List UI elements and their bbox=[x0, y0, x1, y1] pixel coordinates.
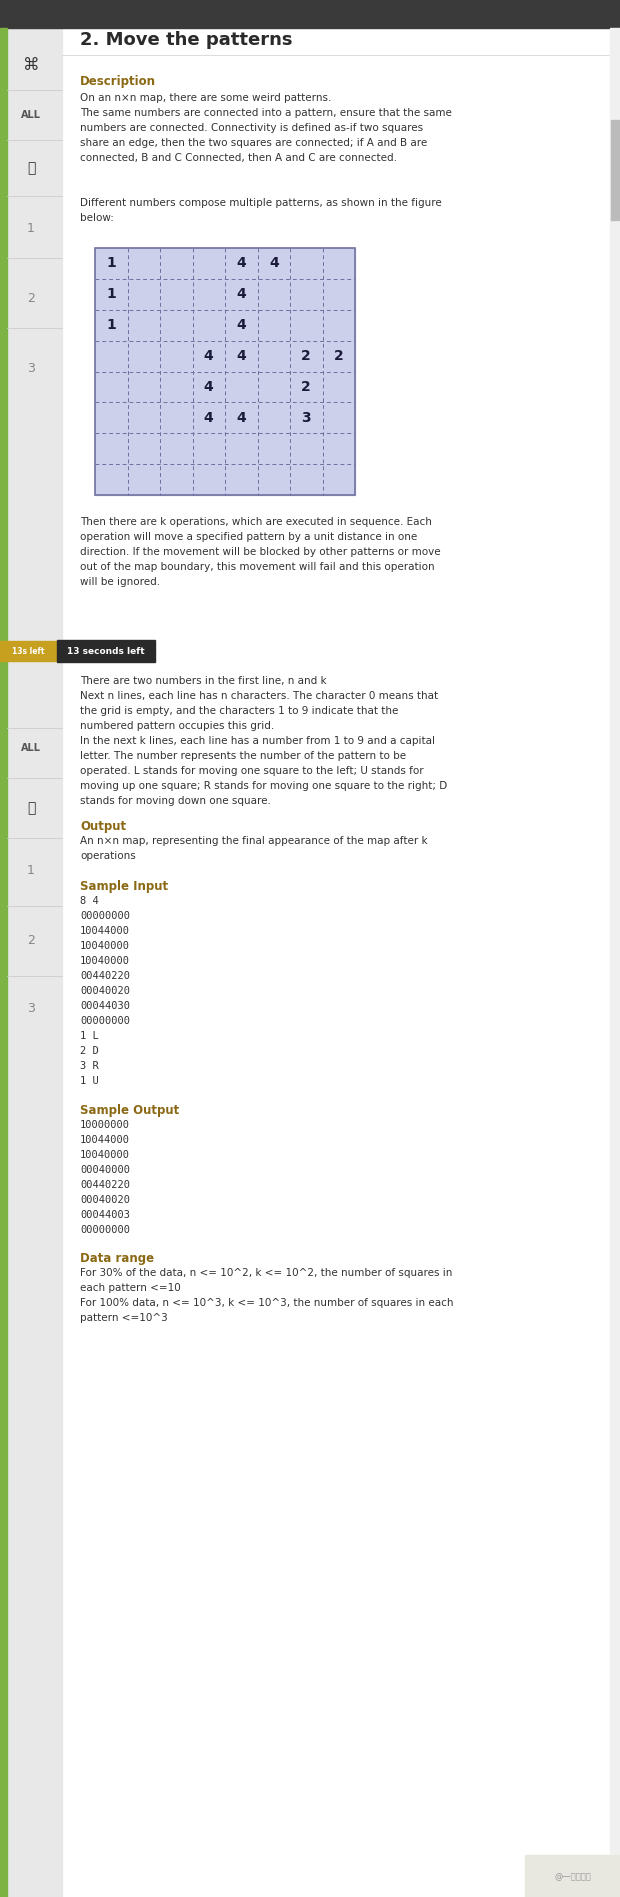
Text: 2: 2 bbox=[27, 933, 35, 947]
Text: 00040020: 00040020 bbox=[80, 1195, 130, 1205]
Text: On an n×n map, there are some weird patterns.: On an n×n map, there are some weird patt… bbox=[80, 93, 331, 102]
Text: 4: 4 bbox=[204, 379, 214, 395]
Text: 1 L: 1 L bbox=[80, 1030, 99, 1041]
Text: 13 seconds left: 13 seconds left bbox=[67, 647, 145, 656]
Text: 1: 1 bbox=[27, 863, 35, 876]
Text: each pattern <=10: each pattern <=10 bbox=[80, 1282, 181, 1294]
Text: numbers are connected. Connectivity is defined as-if two squares: numbers are connected. Connectivity is d… bbox=[80, 123, 423, 133]
Text: 4: 4 bbox=[269, 256, 278, 271]
Text: pattern <=10^3: pattern <=10^3 bbox=[80, 1313, 168, 1322]
Text: moving up one square; R stands for moving one square to the right; D: moving up one square; R stands for movin… bbox=[80, 782, 447, 791]
Text: direction. If the movement will be blocked by other patterns or move: direction. If the movement will be block… bbox=[80, 546, 441, 558]
Text: 1: 1 bbox=[107, 319, 116, 332]
Text: Output: Output bbox=[80, 820, 126, 833]
Text: share an edge, then the two squares are connected; if A and B are: share an edge, then the two squares are … bbox=[80, 138, 427, 148]
Bar bbox=[57, 639, 155, 662]
Text: 10044000: 10044000 bbox=[80, 1134, 130, 1146]
Text: 00044030: 00044030 bbox=[80, 1002, 130, 1011]
Text: 4: 4 bbox=[204, 412, 214, 425]
Text: For 30% of the data, n <= 10^2, k <= 10^2, the number of squares in: For 30% of the data, n <= 10^2, k <= 10^… bbox=[80, 1267, 453, 1279]
Text: 3 R: 3 R bbox=[80, 1060, 99, 1072]
Text: 8 4: 8 4 bbox=[80, 895, 99, 907]
Text: operation will move a specified pattern by a unit distance in one: operation will move a specified pattern … bbox=[80, 531, 417, 543]
Text: 10044000: 10044000 bbox=[80, 926, 130, 935]
Bar bbox=[611, 120, 619, 220]
Text: the grid is empty, and the characters 1 to 9 indicate that the: the grid is empty, and the characters 1 … bbox=[80, 706, 399, 715]
Text: 1 U: 1 U bbox=[80, 1076, 99, 1085]
Bar bbox=[610, 28, 620, 1897]
Text: Input: Input bbox=[80, 641, 111, 653]
Text: stands for moving down one square.: stands for moving down one square. bbox=[80, 797, 271, 806]
Text: 00440220: 00440220 bbox=[80, 1180, 130, 1189]
Text: Sample Output: Sample Output bbox=[80, 1104, 179, 1117]
Text: Next n lines, each line has n characters. The character 0 means that: Next n lines, each line has n characters… bbox=[80, 691, 438, 702]
Text: 3: 3 bbox=[27, 1002, 35, 1015]
Text: 00000000: 00000000 bbox=[80, 1225, 130, 1235]
Text: 4: 4 bbox=[236, 319, 246, 332]
Text: ⓘ: ⓘ bbox=[27, 801, 35, 816]
Text: 10000000: 10000000 bbox=[80, 1119, 130, 1131]
Text: ALL: ALL bbox=[21, 744, 41, 753]
Text: Then there are k operations, which are executed in sequence. Each: Then there are k operations, which are e… bbox=[80, 518, 432, 527]
Text: 4: 4 bbox=[236, 349, 246, 362]
Text: connected, B and C Connected, then A and C are connected.: connected, B and C Connected, then A and… bbox=[80, 154, 397, 163]
Text: letter. The number represents the number of the pattern to be: letter. The number represents the number… bbox=[80, 751, 406, 761]
Text: 10040000: 10040000 bbox=[80, 941, 130, 950]
Text: 1: 1 bbox=[107, 286, 116, 302]
Bar bbox=[0, 0, 620, 28]
Text: 00000000: 00000000 bbox=[80, 1017, 130, 1026]
Text: 2 D: 2 D bbox=[80, 1045, 99, 1057]
Text: For 100% data, n <= 10^3, k <= 10^3, the number of squares in each: For 100% data, n <= 10^3, k <= 10^3, the… bbox=[80, 1298, 453, 1309]
Text: 2: 2 bbox=[334, 349, 343, 362]
Text: 10040000: 10040000 bbox=[80, 956, 130, 966]
Bar bbox=[0, 28, 7, 1897]
Text: 3: 3 bbox=[301, 412, 311, 425]
Text: An n×n map, representing the final appearance of the map after k: An n×n map, representing the final appea… bbox=[80, 837, 428, 846]
Text: 00440220: 00440220 bbox=[80, 971, 130, 981]
Text: out of the map boundary, this movement will fail and this operation: out of the map boundary, this movement w… bbox=[80, 562, 435, 573]
Text: 10040000: 10040000 bbox=[80, 1150, 130, 1159]
Text: In the next k lines, each line has a number from 1 to 9 and a capital: In the next k lines, each line has a num… bbox=[80, 736, 435, 746]
Text: 4: 4 bbox=[236, 412, 246, 425]
Text: 00040000: 00040000 bbox=[80, 1165, 130, 1174]
Text: operations: operations bbox=[80, 852, 136, 861]
Text: 2: 2 bbox=[301, 379, 311, 395]
Text: ⌘: ⌘ bbox=[23, 57, 39, 74]
Text: below:: below: bbox=[80, 212, 114, 224]
Text: Data range: Data range bbox=[80, 1252, 154, 1265]
Text: The same numbers are connected into a pattern, ensure that the same: The same numbers are connected into a pa… bbox=[80, 108, 452, 118]
Text: ALL: ALL bbox=[21, 110, 41, 120]
Text: 1: 1 bbox=[107, 256, 116, 271]
Bar bbox=[525, 1855, 620, 1897]
Text: operated. L stands for moving one square to the left; U stands for: operated. L stands for moving one square… bbox=[80, 766, 423, 776]
Text: Sample Input: Sample Input bbox=[80, 880, 168, 893]
Text: 2: 2 bbox=[27, 292, 35, 305]
Text: 2: 2 bbox=[301, 349, 311, 362]
Text: 2. Move the patterns: 2. Move the patterns bbox=[80, 30, 293, 49]
Bar bbox=[95, 249, 355, 495]
Text: will be ignored.: will be ignored. bbox=[80, 577, 160, 586]
Text: There are two numbers in the first line, n and k: There are two numbers in the first line,… bbox=[80, 675, 327, 687]
Text: 4: 4 bbox=[236, 286, 246, 302]
Text: 4: 4 bbox=[236, 256, 246, 271]
Text: 4: 4 bbox=[204, 349, 214, 362]
Text: 13s left: 13s left bbox=[12, 647, 44, 656]
Text: Different numbers compose multiple patterns, as shown in the figure: Different numbers compose multiple patte… bbox=[80, 197, 441, 209]
Text: 00000000: 00000000 bbox=[80, 911, 130, 922]
Text: ⓘ: ⓘ bbox=[27, 161, 35, 175]
Text: 00040020: 00040020 bbox=[80, 986, 130, 996]
Text: 1: 1 bbox=[27, 222, 35, 235]
Text: 00044003: 00044003 bbox=[80, 1210, 130, 1220]
Text: 3: 3 bbox=[27, 362, 35, 374]
Text: numbered pattern occupies this grid.: numbered pattern occupies this grid. bbox=[80, 721, 274, 730]
Text: Description: Description bbox=[80, 76, 156, 87]
Text: @—二三四八: @—二三四八 bbox=[555, 1872, 591, 1882]
Bar bbox=[0, 641, 60, 660]
Bar bbox=[0, 28, 62, 1897]
Bar bbox=[95, 249, 355, 495]
